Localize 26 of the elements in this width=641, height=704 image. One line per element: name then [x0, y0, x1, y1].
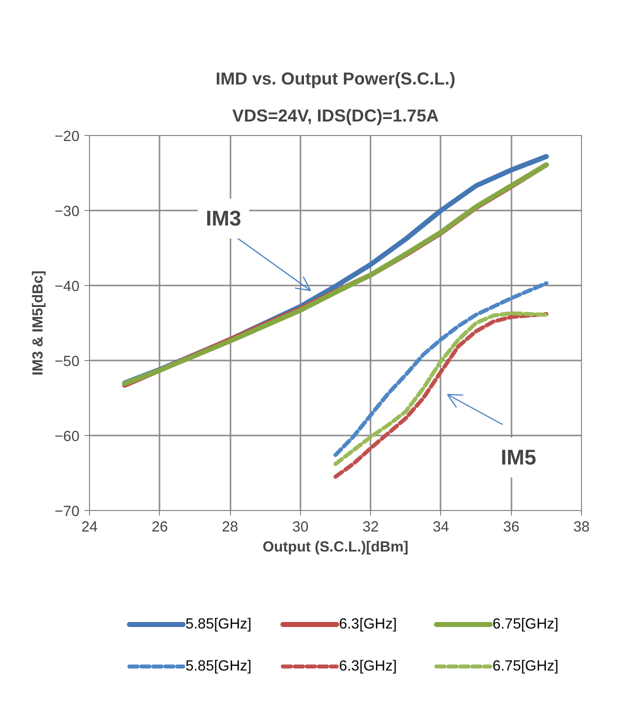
x-tick-label: 38 — [573, 520, 590, 536]
x-tick-label: 32 — [362, 520, 379, 536]
legend-label: 6.3[GHz] — [338, 616, 397, 632]
annotation: IM5 — [500, 446, 536, 470]
y-tick-label: −60 — [54, 429, 80, 445]
x-tick-label: 36 — [503, 520, 520, 536]
x-tick-label: 26 — [152, 520, 168, 536]
y-tick-label: −30 — [54, 204, 80, 220]
x-axis-title: Output (S.C.L.)[dBm] — [262, 540, 408, 556]
legend-label: 6.75[GHz] — [492, 658, 558, 674]
x-tick-label: 28 — [222, 520, 238, 536]
chart-title: IMD vs. Output Power(S.C.L.) — [216, 68, 456, 88]
y-tick-label: −70 — [54, 504, 80, 520]
chart-subtitle: VDS=24V, IDS(DC)=1.75A — [232, 106, 440, 126]
legend-label: 6.3[GHz] — [338, 658, 397, 674]
annotation: IM3 — [206, 206, 242, 230]
y-axis-title: IM3 & IM5[dBc] — [30, 270, 47, 376]
x-tick-label: 30 — [292, 520, 309, 536]
legend-label: 5.85[GHz] — [185, 658, 252, 674]
legend-label: 5.85[GHz] — [185, 616, 252, 632]
x-tick-label: 34 — [432, 520, 450, 536]
y-tick-label: −20 — [54, 129, 80, 145]
y-tick-label: −50 — [54, 354, 80, 370]
y-tick-label: −40 — [54, 279, 80, 295]
legend-label: 6.75[GHz] — [492, 616, 558, 632]
x-tick-label: 24 — [81, 520, 98, 536]
